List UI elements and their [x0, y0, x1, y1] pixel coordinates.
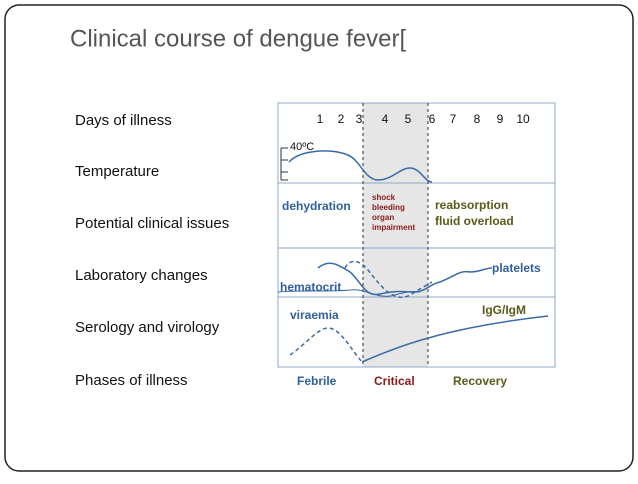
clinical-issue: organ — [372, 213, 394, 222]
row-labels: Days of illness Temperature Potential cl… — [75, 112, 229, 389]
diagram: 1 2 3 4 5 6 7 8 9 10 40ºC dehydration shock bleed… — [277, 102, 556, 368]
row-label: Potential clinical issues — [75, 215, 229, 232]
temperature-label: 40ºC — [290, 141, 314, 153]
clinical-issue: dehydration — [282, 199, 351, 213]
day-label: 8 — [474, 112, 481, 126]
row-label: Days of illness — [75, 112, 172, 129]
lab-label: platelets — [492, 261, 541, 275]
clinical-issue: fluid overload — [435, 214, 514, 228]
clinical-issue: reabsorption — [435, 198, 508, 212]
phase-label: Recovery — [453, 374, 507, 388]
serology-label: IgG/IgM — [482, 303, 526, 317]
serology-label: viraemia — [290, 308, 339, 322]
day-label: 1 — [317, 112, 324, 126]
phase-label: Febrile — [297, 374, 337, 388]
lab-label: hematocrit — [280, 280, 341, 294]
clinical-issue: bleeding — [372, 203, 405, 212]
row-label: Laboratory changes — [75, 267, 208, 284]
hematocrit-curve — [344, 260, 433, 298]
day-label: 7 — [450, 112, 457, 126]
temperature-curve — [288, 150, 433, 183]
clinical-issue: shock — [372, 193, 396, 202]
row-label: Phases of illness — [75, 372, 188, 389]
day-label: 5 — [405, 112, 412, 126]
diagram-frame — [277, 102, 556, 368]
slide-border — [4, 4, 634, 472]
row-label: Temperature — [75, 163, 159, 180]
day-label: 10 — [516, 112, 530, 126]
clinical-issue: impairment — [372, 223, 415, 232]
slide-title: Clinical course of dengue fever[ — [70, 25, 407, 52]
hematocrit-line — [277, 289, 421, 297]
day-label: 4 — [382, 112, 389, 126]
day-label: 9 — [497, 112, 504, 126]
row-label: Serology and virology — [75, 319, 220, 336]
day-label: 6 — [429, 112, 436, 126]
viraemia-curve — [289, 327, 363, 363]
day-label: 2 — [338, 112, 345, 126]
antibody-curve — [361, 315, 549, 363]
day-labels: 1 2 3 4 5 6 7 8 9 10 — [317, 112, 530, 126]
critical-band — [363, 103, 428, 367]
phase-label: Critical — [374, 374, 415, 388]
temp-scale — [280, 147, 288, 181]
day-label: 3 — [356, 112, 363, 126]
